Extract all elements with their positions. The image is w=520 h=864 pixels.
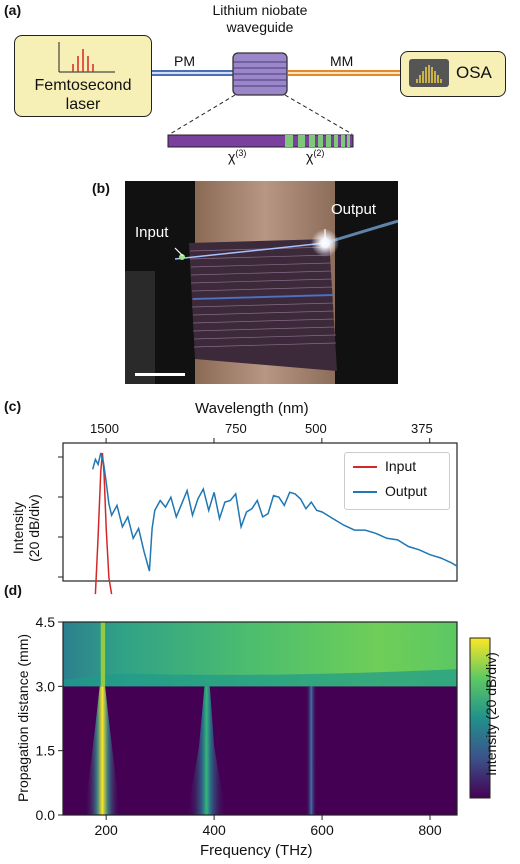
waveguide-label-line1: Lithium niobate (212, 2, 308, 18)
mm-label: MM (330, 53, 354, 69)
chi2-label: χ(2) (306, 148, 325, 165)
panel-d-letter: (d) (4, 582, 22, 598)
osa-box: OSA (400, 51, 506, 97)
third-harmonic-band (305, 686, 317, 815)
x-tick-label-800: 800 (418, 822, 442, 838)
series-input-line (94, 452, 113, 595)
legend-output-label: Output (385, 483, 428, 499)
panel-c-letter: (c) (4, 398, 22, 414)
c-plot-frame (62, 442, 458, 582)
panel-b-letter: (b) (92, 180, 110, 196)
wl-tick-1500: 1500 (90, 421, 119, 436)
x-tick-label-600: 600 (310, 822, 334, 838)
osa-screen-icon (409, 59, 449, 87)
poled-waveguide-bar (167, 134, 354, 148)
wl-tick-375: 375 (411, 421, 433, 436)
output-annotation: Output (331, 201, 377, 218)
pm-label: PM (174, 53, 195, 69)
legend-input-label: Input (385, 458, 417, 474)
x-tick-label-200: 200 (94, 822, 118, 838)
osa-label: OSA (456, 63, 492, 82)
colorbar (469, 637, 491, 799)
legend-input-swatch (353, 466, 377, 468)
series-output-line (91, 452, 458, 572)
y-tick-label-3: 3.0 (36, 678, 56, 694)
femtosecond-laser-box: Femtosecond laser (14, 35, 152, 117)
wavelength-axis-label: Wavelength (nm) (195, 400, 309, 417)
pulse-spectrum-icon (58, 42, 115, 73)
mm-fiber (288, 70, 400, 76)
second-harmonic-band (187, 686, 226, 815)
d-xlabel: Frequency (THz) (200, 842, 313, 859)
waveguide-label-line2: waveguide (226, 19, 294, 35)
waveguide-chip (232, 52, 288, 96)
wl-tick-500: 500 (305, 421, 327, 436)
pump-band-top (100, 622, 106, 687)
pm-fiber (152, 70, 233, 76)
d-ylabel: Propagation distance (mm) (15, 633, 31, 803)
laser-label-line1: Femtosecond (34, 77, 132, 94)
supercontinuum-edge (63, 669, 457, 687)
laser-label-line2: laser (65, 96, 101, 113)
wl-tick-750: 750 (225, 421, 247, 436)
scale-bar (135, 373, 185, 376)
legend-output-swatch (353, 491, 377, 493)
device-photo (125, 181, 398, 384)
legend: Input Output (344, 452, 450, 510)
colorbar-label: Intensity (20 dB/div) (483, 652, 499, 776)
x-tick-label-400: 400 (202, 822, 226, 838)
pump-band (84, 686, 121, 815)
setup-schematic (152, 52, 400, 148)
y-tick-label-1.5: 1.5 (36, 743, 56, 759)
y-tick-label-0: 0.0 (36, 807, 56, 823)
panel-a-letter: (a) (4, 2, 22, 18)
input-annotation: Input (135, 224, 169, 241)
d-plot-frame (62, 621, 458, 816)
y-tick-label-4.5: 4.5 (36, 614, 56, 630)
chi3-label: χ(3) (228, 148, 247, 165)
